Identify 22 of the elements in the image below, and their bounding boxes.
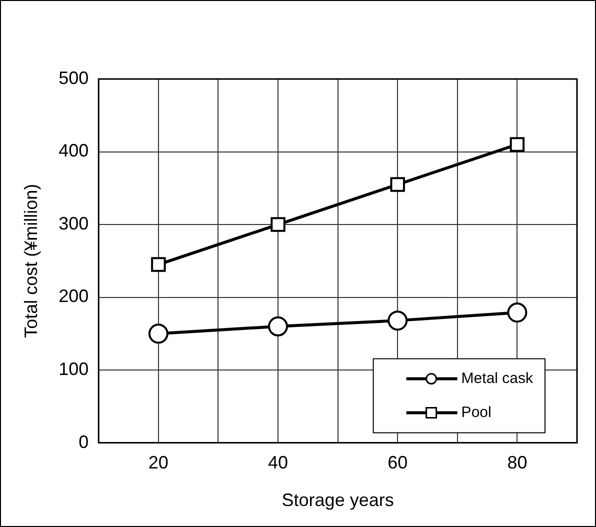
y-tick-label: 300 (58, 213, 89, 234)
point (268, 316, 288, 336)
y-tick-label: 0 (78, 432, 89, 452)
x-tick-label: 20 (148, 452, 168, 473)
y-tick-label: 200 (58, 286, 89, 306)
y-axis-title: Total cost (¥million) (20, 184, 41, 338)
y-tick-label: 100 (58, 359, 89, 380)
legend-label: Metal cask (461, 370, 534, 387)
point (507, 302, 528, 323)
x-tick-label: 40 (268, 452, 288, 473)
legend-label: Pool (461, 404, 492, 421)
point (510, 137, 525, 152)
y-tick-label: 500 (58, 68, 89, 88)
point (390, 177, 405, 192)
point (388, 310, 408, 331)
y-tick-label: 400 (58, 140, 89, 161)
x-tick-label: 60 (388, 452, 408, 473)
point (151, 257, 166, 272)
x-tick-label: 80 (507, 452, 528, 473)
point (270, 217, 286, 232)
point (148, 324, 168, 344)
x-axis-title: Storage years (282, 490, 394, 510)
